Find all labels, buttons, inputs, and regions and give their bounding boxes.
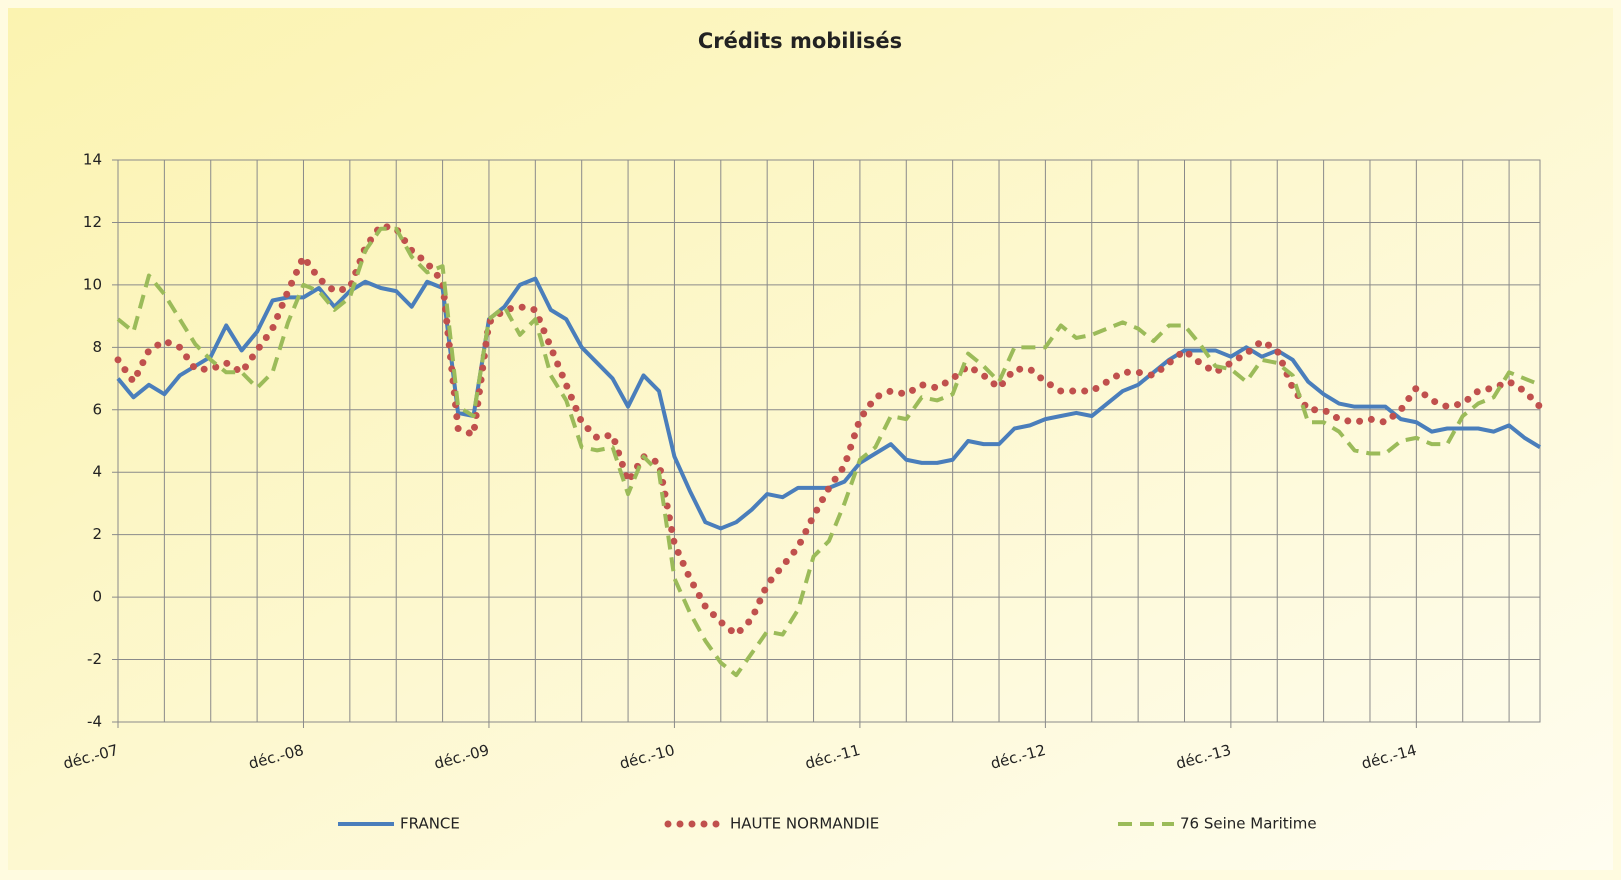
y-tick-label: -4 — [87, 713, 102, 731]
y-tick-label: 14 — [83, 151, 102, 169]
y-tick-label: 0 — [92, 588, 102, 606]
series-line — [116, 226, 1541, 678]
series-line — [114, 222, 1544, 639]
y-tick-label: 4 — [92, 463, 102, 481]
legend-label: HAUTE NORMANDIE — [730, 815, 879, 833]
y-tick-label: 6 — [92, 400, 102, 418]
legend-label: FRANCE — [400, 815, 460, 833]
y-tick-label: 12 — [83, 213, 102, 231]
y-tick-label: 8 — [92, 338, 102, 356]
y-tick-label: -2 — [87, 650, 102, 668]
chart-background — [8, 8, 1613, 870]
chart-title: Crédits mobilisés — [698, 29, 902, 53]
y-tick-label: 10 — [83, 275, 102, 293]
legend-label: 76 Seine Maritime — [1180, 815, 1317, 833]
y-tick-label: 2 — [92, 525, 102, 543]
